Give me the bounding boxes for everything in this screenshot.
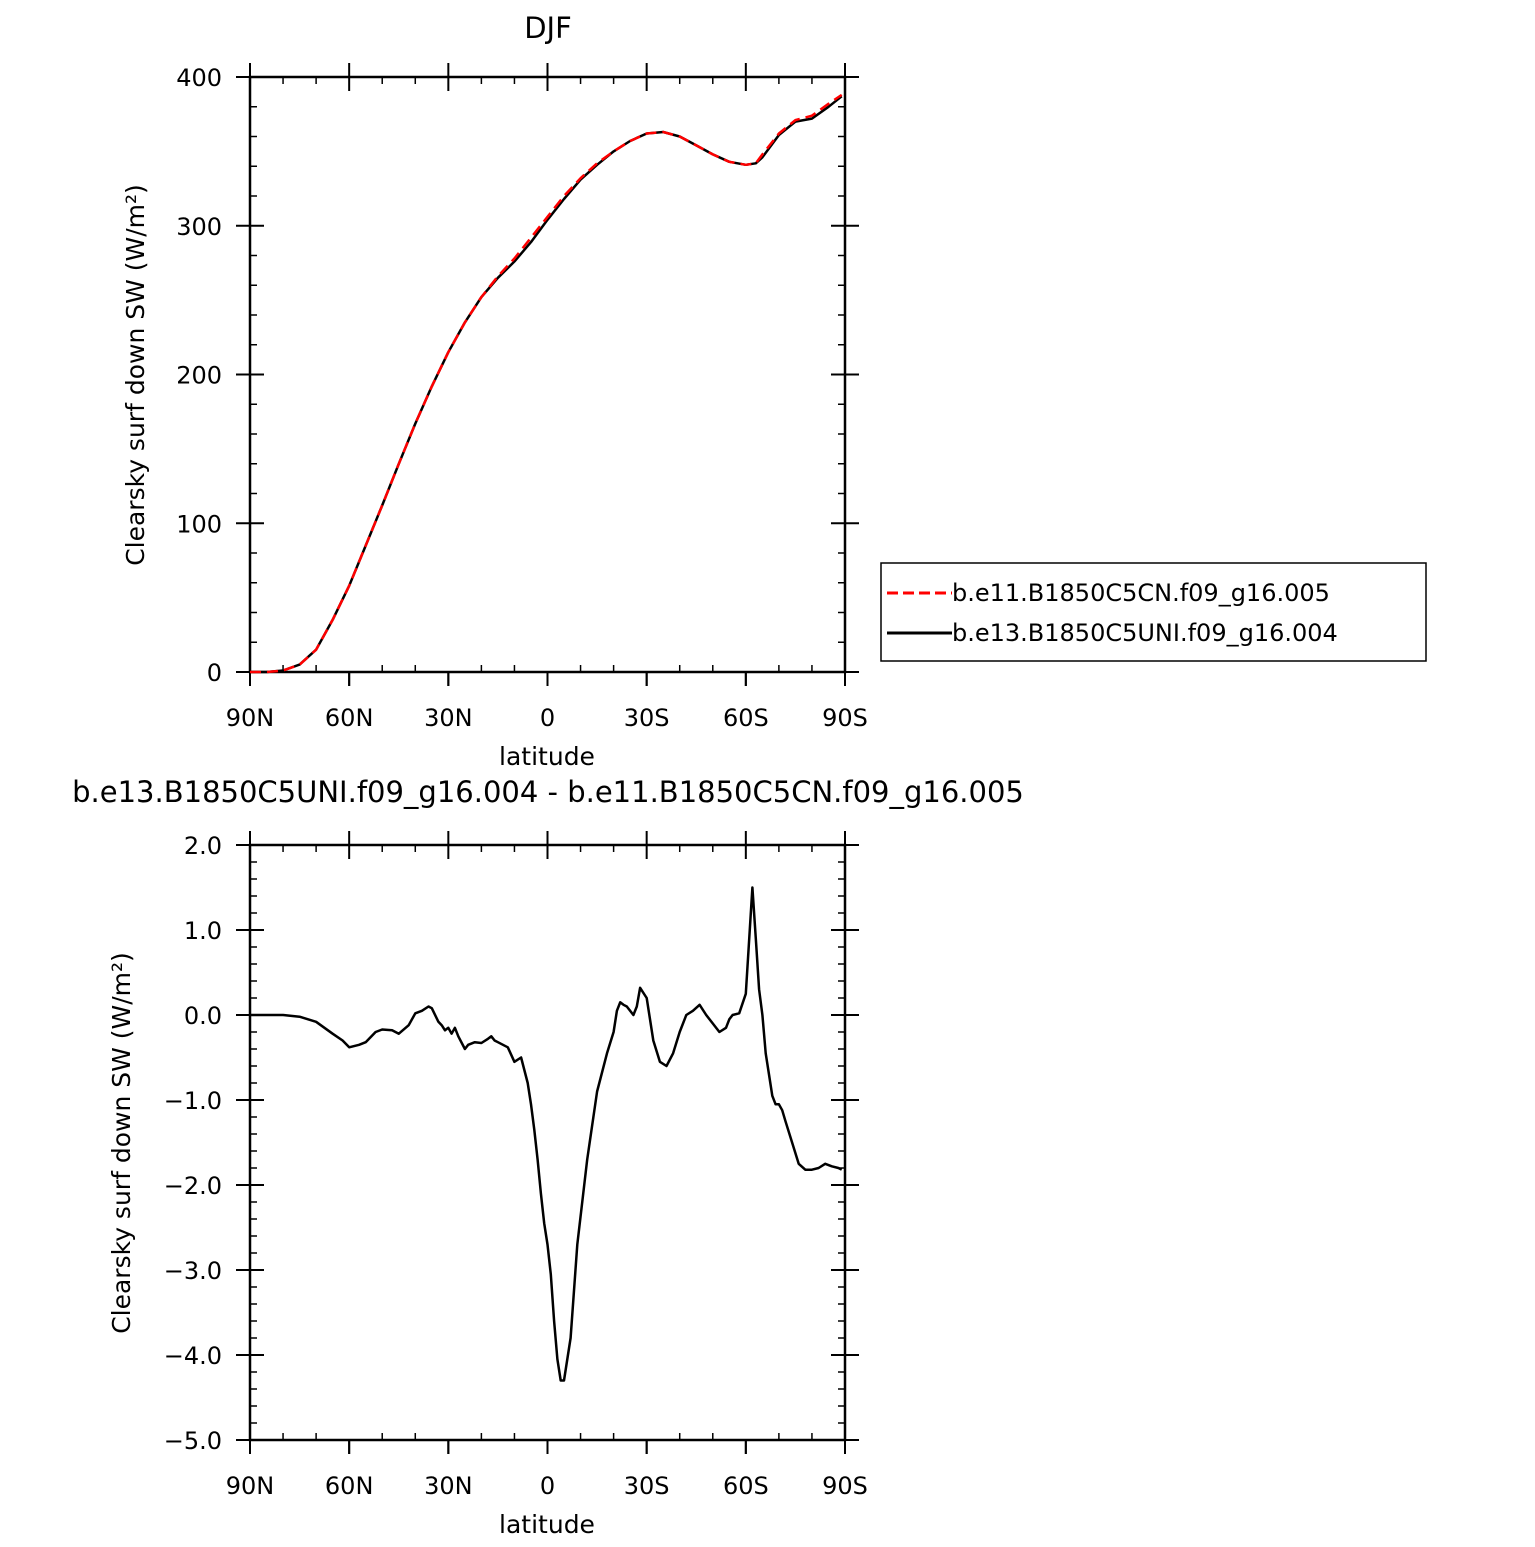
legend-label-series-1: b.e11.B1850C5CN.f09_g16.005 [952,579,1330,607]
top-x-tick-label: 30N [424,704,473,732]
top-x-axis-label: latitude [499,742,595,771]
bottom-x-tick-label: 0 [540,1472,555,1500]
top-x-tick-label: 30S [624,704,670,732]
top-x-tick-label: 90N [226,704,275,732]
top-x-tick-label: 0 [540,704,555,732]
top-y-tick-label: 0 [207,659,222,687]
bottom-x-tick-label: 90S [822,1472,868,1500]
top-x-tick-label: 60N [325,704,374,732]
bottom-x-tick-label: 90N [226,1472,275,1500]
bottom-x-tick-label: 30S [624,1472,670,1500]
legend-label-series-2: b.e13.B1850C5UNI.f09_g16.004 [952,619,1338,647]
top-series-line-2 [250,95,843,674]
top-plot-title: DJF [524,11,572,45]
top-y-tick-label: 200 [176,362,222,390]
top-series-lines [250,93,843,674]
legend-box [880,562,1427,662]
bottom-panel: b.e13.B1850C5UNI.f09_g16.004 - b.e11.B18… [72,775,1024,1539]
top-x-tick-label: 60S [723,704,769,732]
bottom-y-tick-label: −4.0 [164,1342,222,1370]
bottom-y-tick-label: −1.0 [164,1087,222,1115]
legend: b.e11.B1850C5CN.f09_g16.005 b.e13.B1850C… [880,562,1427,662]
bottom-series-line-1 [250,886,843,1382]
top-panel: DJF 90N 60N 30N 0 30S 60S 90S 0 100 200 300 400 lat… [121,11,1427,771]
bottom-y-tick-label: 0.0 [184,1002,222,1030]
top-y-axis-label: Clearsky surf down SW (W/m²) [121,184,150,566]
top-plot-frame [248,75,847,674]
bottom-y-tick-label: −2.0 [164,1172,222,1200]
top-axis-tick-labels: 90N 60N 30N 0 30S 60S 90S 0 100 200 300 400 [176,64,868,732]
top-y-tick-label: 100 [176,510,222,538]
bottom-x-tick-label: 30N [424,1472,473,1500]
bottom-plot-title: b.e13.B1850C5UNI.f09_g16.004 - b.e11.B18… [72,775,1024,809]
bottom-y-tick-label: 2.0 [184,832,222,860]
top-x-tick-label: 90S [822,704,868,732]
bottom-x-tick-label: 60S [723,1472,769,1500]
top-y-tick-label: 300 [176,213,222,241]
bottom-x-tick-label: 60N [325,1472,374,1500]
bottom-axis-tick-labels: 90N 60N 30N 0 30S 60S 90S 2.0 1.0 0.0 −1.0 −2.0 −3.0… [164,832,868,1500]
bottom-x-axis-label: latitude [499,1510,595,1539]
bottom-y-axis-label: Clearsky surf down SW (W/m²) [107,952,136,1334]
bottom-y-tick-label: −5.0 [164,1427,222,1455]
bottom-y-tick-label: 1.0 [184,917,222,945]
bottom-series-lines [250,886,843,1382]
top-y-tick-label: 400 [176,64,222,92]
top-series-line-1 [250,93,843,674]
top-axis-ticks [236,63,859,686]
bottom-axis-ticks [236,831,859,1454]
bottom-y-tick-label: −3.0 [164,1257,222,1285]
